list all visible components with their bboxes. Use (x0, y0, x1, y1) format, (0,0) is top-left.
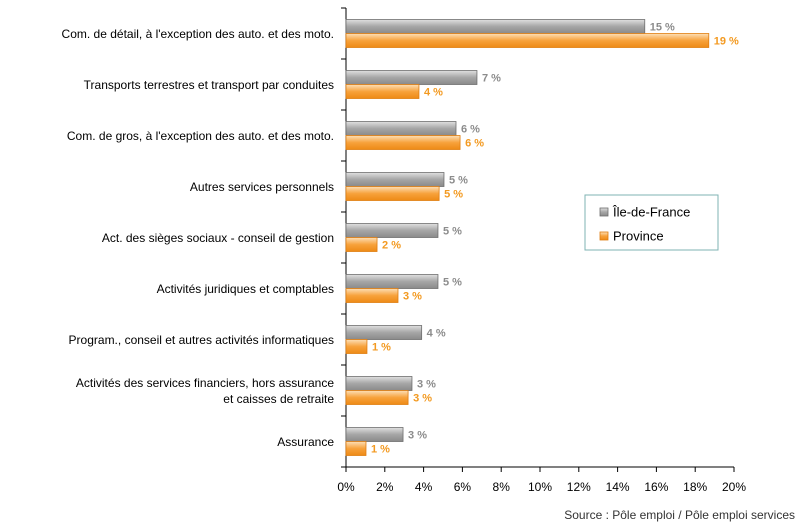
legend-label: Île-de-France (612, 204, 690, 219)
y-tick-label: Activités juridiques et comptables (156, 281, 334, 296)
bar (345, 33, 710, 48)
value-label: 19 % (714, 35, 739, 47)
y-tick-label: Transports terrestres et transport par c… (83, 77, 334, 92)
bar (345, 237, 378, 252)
bar (345, 325, 423, 340)
value-label: 4 % (427, 327, 446, 339)
bar (345, 186, 440, 201)
bar (345, 84, 420, 99)
bar (345, 274, 439, 289)
value-label: 6 % (465, 137, 484, 149)
x-tick-label: 14% (606, 480, 630, 494)
legend-box (584, 194, 719, 251)
y-tick-label: Com. de gros, à l'exception des auto. et… (66, 128, 334, 143)
bar (345, 376, 413, 391)
x-tick-label: 20% (722, 480, 746, 494)
value-label: 2 % (382, 239, 401, 251)
bar (345, 390, 409, 405)
x-tick-label: 12% (567, 480, 591, 494)
value-label: 6 % (461, 123, 480, 135)
value-label: 5 % (443, 276, 462, 288)
bar (345, 288, 399, 303)
y-tick-label: Act. des sièges sociaux - conseil de ges… (101, 230, 334, 245)
bar (345, 135, 461, 150)
value-label: 5 % (444, 188, 463, 200)
source: Source : Pôle emploi / Pôle emploi servi… (564, 508, 795, 522)
value-label: 1 % (372, 341, 391, 353)
bar (345, 121, 457, 136)
bar (345, 19, 646, 34)
legend-swatch (599, 207, 609, 217)
bar (345, 223, 439, 238)
value-label: 5 % (449, 174, 468, 186)
bar (345, 441, 367, 456)
bar (345, 339, 368, 354)
value-label: 5 % (443, 225, 462, 237)
y-tick-label: Assurance (277, 434, 334, 449)
legend-label: Province (613, 228, 664, 243)
y-tick-label: Program., conseil et autres activités in… (68, 332, 334, 347)
bar (345, 172, 445, 187)
x-tick-label: 6% (454, 480, 472, 494)
value-label: 3 % (403, 290, 422, 302)
y-tick-label: Com. de détail, à l'exception des auto. … (61, 26, 334, 41)
legend-swatch (599, 231, 609, 241)
bar (345, 70, 478, 85)
value-label: 3 % (417, 378, 436, 390)
value-label: 4 % (424, 86, 443, 98)
y-tick-label: Autres services personnels (189, 179, 334, 194)
x-tick-label: 8% (493, 480, 511, 494)
x-tick-label: 0% (337, 480, 355, 494)
x-tick-label: 2% (376, 480, 394, 494)
value-label: 15 % (650, 21, 675, 33)
bar (345, 427, 404, 442)
x-tick-label: 16% (644, 480, 668, 494)
x-tick-label: 4% (415, 480, 433, 494)
value-label: 7 % (482, 72, 501, 84)
value-label: 3 % (413, 392, 432, 404)
y-tick-label: Activités des services financiers, hors … (75, 375, 334, 406)
value-label: 1 % (371, 443, 390, 455)
x-tick-label: 18% (683, 480, 707, 494)
x-tick-label: 10% (528, 480, 552, 494)
value-label: 3 % (408, 429, 427, 441)
